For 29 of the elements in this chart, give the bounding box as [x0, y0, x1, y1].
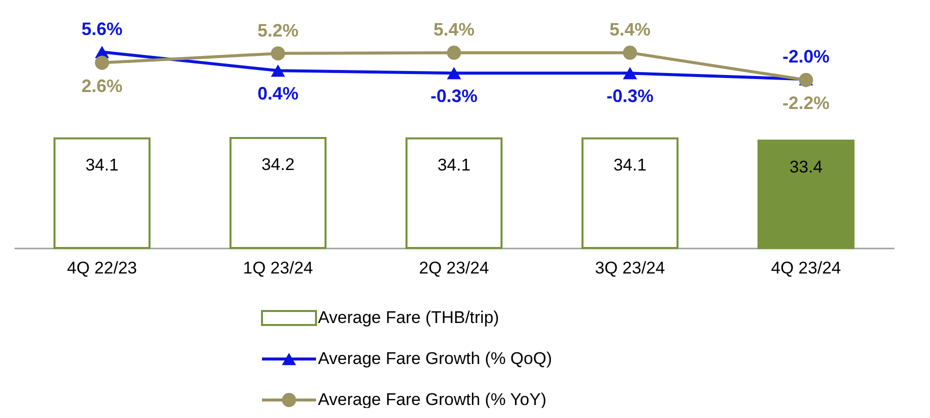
data-label: 34.1	[85, 155, 119, 174]
data-label: -2.2%	[782, 93, 830, 113]
data-label: 5.4%	[609, 20, 651, 40]
data-label: 0.4%	[257, 84, 299, 104]
point	[270, 46, 286, 60]
data-label: 33.4	[789, 158, 823, 177]
point	[446, 46, 462, 60]
point	[622, 67, 638, 80]
data-label: 2.6%	[81, 76, 123, 96]
data-label: 34.1	[613, 155, 647, 174]
point	[622, 46, 638, 60]
legend-label: Average Fare Growth (% QoQ)	[318, 349, 552, 368]
data-label: -0.3%	[430, 86, 478, 106]
data-label: -0.3%	[606, 86, 654, 106]
data-label: 34.1	[437, 155, 471, 174]
data-label: 5.6%	[81, 19, 123, 39]
x-tick-label: 2Q 23/24	[419, 258, 489, 278]
data-label: 5.2%	[257, 20, 299, 40]
x-tick-label: 3Q 23/24	[595, 258, 665, 278]
point	[94, 56, 110, 70]
legend-label: Average Fare (THB/trip)	[318, 308, 500, 327]
point	[270, 64, 286, 77]
x-tick-label: 1Q 23/24	[243, 258, 313, 278]
point	[446, 67, 462, 80]
data-label: -2.0%	[782, 46, 830, 66]
x-tick-label: 4Q 22/23	[67, 258, 137, 278]
x-tick-label: 4Q 23/24	[771, 258, 841, 278]
data-label: 5.4%	[433, 20, 475, 40]
data-label: 34.2	[261, 155, 295, 174]
